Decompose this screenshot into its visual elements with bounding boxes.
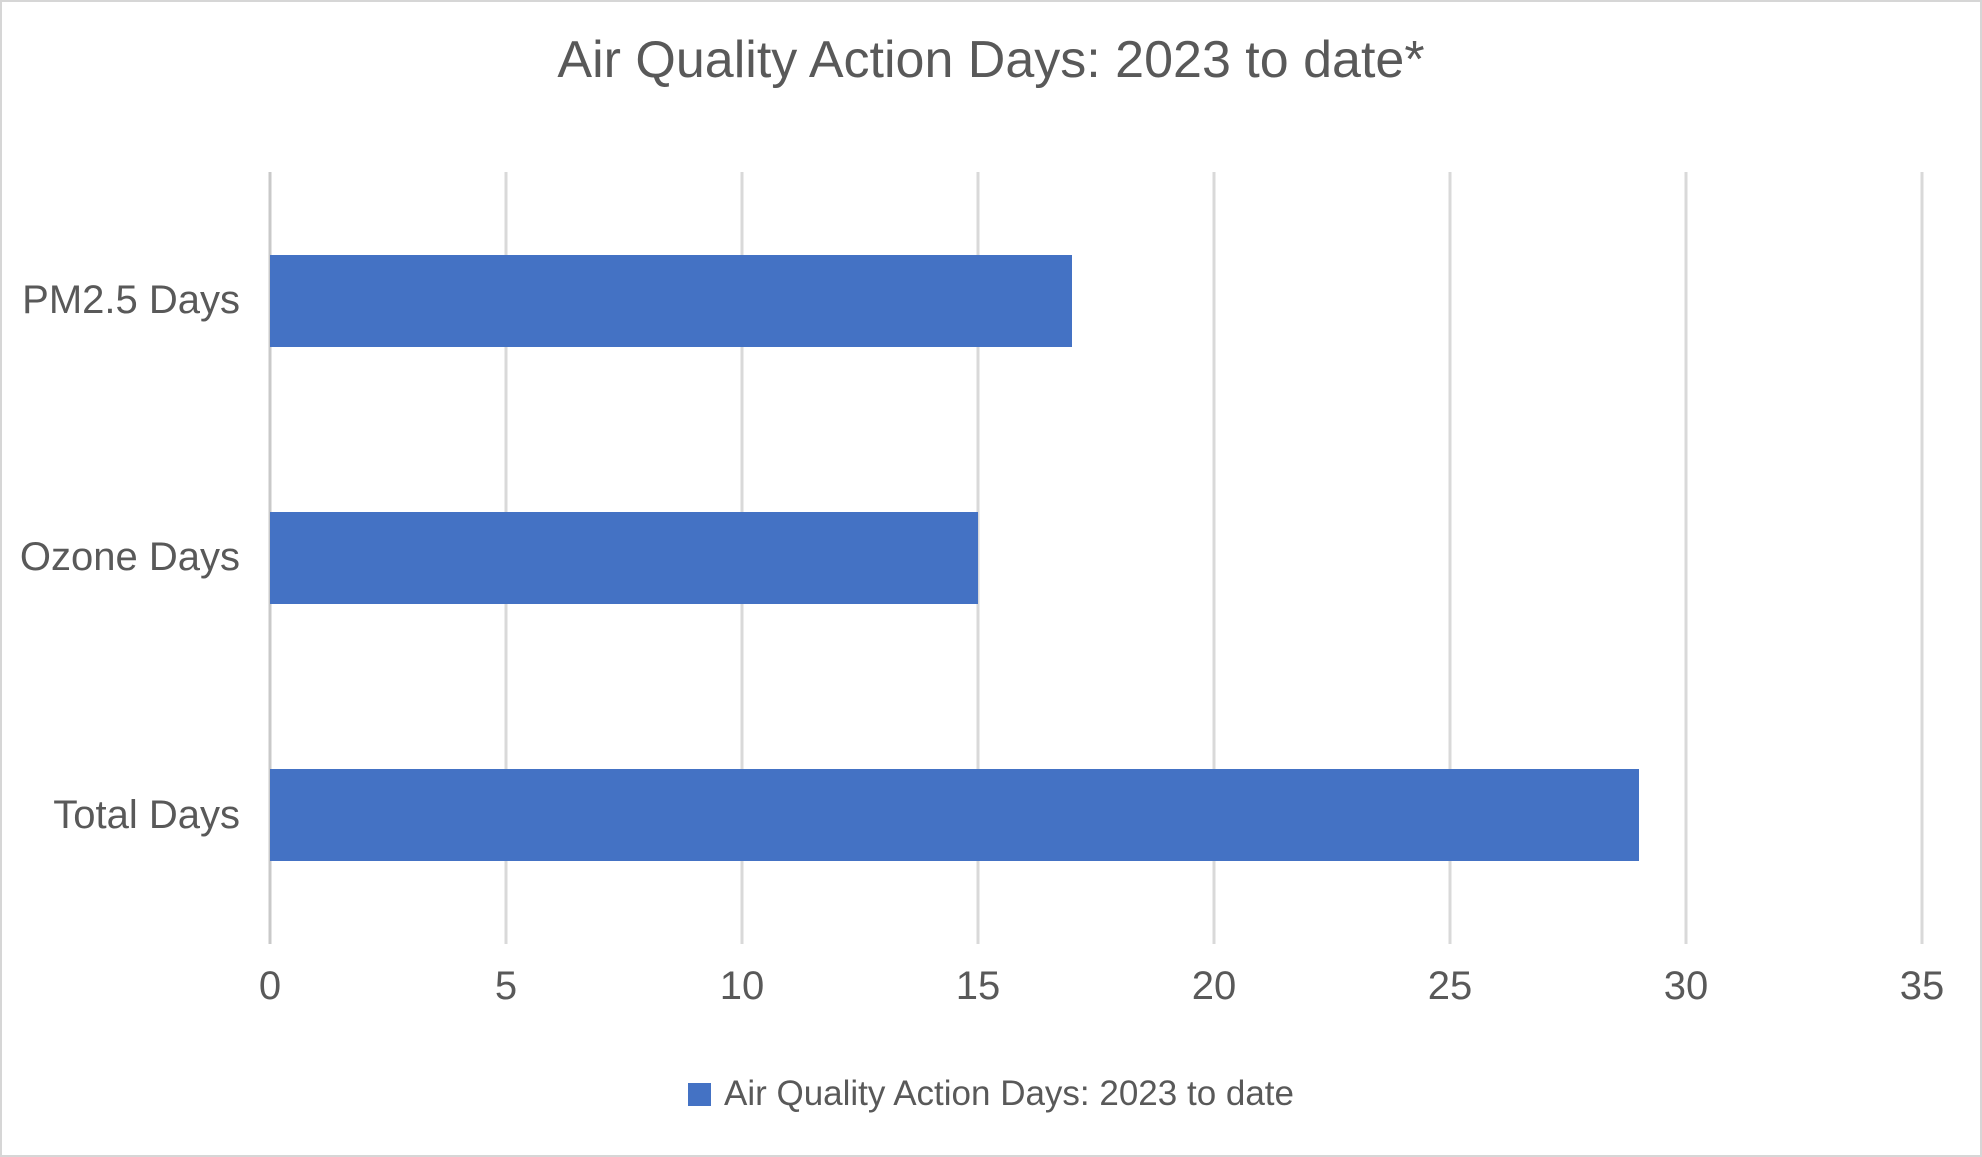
gridline bbox=[976, 172, 980, 944]
legend: Air Quality Action Days: 2023 to date bbox=[2, 1074, 1980, 1114]
category-label: Ozone Days bbox=[19, 535, 240, 580]
x-tick-label: 35 bbox=[1899, 964, 1945, 1008]
plot-area bbox=[268, 172, 1924, 944]
x-tick-label: 5 bbox=[494, 964, 518, 1008]
bar-row bbox=[270, 172, 1922, 429]
gridline bbox=[1684, 172, 1688, 944]
chart-title: Air Quality Action Days: 2023 to date* bbox=[557, 31, 1425, 89]
category-label: PM2.5 Days bbox=[22, 278, 240, 323]
gridline bbox=[1920, 172, 1924, 944]
legend-marker-icon bbox=[687, 1082, 711, 1106]
bar-row bbox=[270, 687, 1922, 944]
bar-total-days bbox=[270, 769, 1639, 862]
bar-pm2-5-days bbox=[270, 254, 1073, 347]
category-label: Total Days bbox=[53, 792, 240, 837]
x-tick-label: 25 bbox=[1427, 964, 1473, 1008]
x-tick-label: 10 bbox=[719, 964, 765, 1008]
x-tick-label: 20 bbox=[1191, 964, 1237, 1008]
x-tick-label: 15 bbox=[955, 964, 1001, 1008]
x-tick-label: 30 bbox=[1663, 964, 1709, 1008]
gridline bbox=[1212, 172, 1216, 944]
legend-label: Air Quality Action Days: 2023 to date bbox=[723, 1074, 1295, 1113]
bar-row bbox=[270, 429, 1922, 686]
y-axis-category-labels: PM2.5 Days Ozone Days Total Days bbox=[2, 172, 240, 944]
bar-rows bbox=[270, 172, 1922, 944]
x-tick-label: 0 bbox=[258, 964, 282, 1008]
x-axis-tick-labels: 0 5 10 15 20 25 30 35 bbox=[259, 964, 1944, 1020]
gridline bbox=[1448, 172, 1452, 944]
bar-ozone-days bbox=[270, 511, 978, 604]
